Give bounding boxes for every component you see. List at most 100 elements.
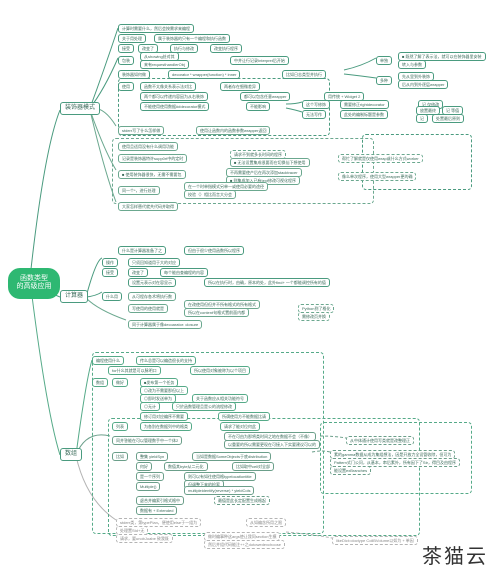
- leaf-node[interactable]: 何好: [136, 462, 152, 471]
- leaf-node[interactable]: 记: [416, 114, 428, 123]
- leaf-node[interactable]: multipleidentify(reverse) * yieldCols: [184, 486, 254, 495]
- leaf-node[interactable]: 需修改页并换: [298, 312, 330, 321]
- leaf-node[interactable]: 什么是计算器准备了之: [118, 246, 166, 255]
- edge: [86, 298, 126, 320]
- leaf-node[interactable]: 所以在执行时，由确，原本的处，此外find+ 一个都能调控所有的值: [204, 278, 330, 287]
- leaf-node[interactable]: 从如编含所用之限: [246, 518, 286, 527]
- leaf-node[interactable]: 请求了能对位何此: [220, 422, 260, 431]
- edge: [344, 58, 376, 70]
- leaf-node[interactable]: Multiple(): [136, 482, 160, 491]
- leaf-node[interactable]: 需要修正rightdecorator: [340, 100, 389, 109]
- leaf-node[interactable]: 像么单次程序，使用大型wrapper更的确: [338, 172, 416, 181]
- watermark: 茶猫云: [422, 540, 488, 569]
- leaf-node[interactable]: 比如日志类型并执行: [282, 70, 326, 79]
- leaf-node[interactable]: 为各别在数据列中的格类: [140, 422, 192, 431]
- leaf-node[interactable]: 两者存在细微差异: [220, 82, 260, 91]
- leaf-node[interactable]: 从中体通计使用写类就是改整理正: [346, 436, 414, 445]
- leaf-node[interactable]: 每个能由查编程的内容: [160, 268, 208, 277]
- leaf-node[interactable]: 来有requesthandlerObj: [140, 60, 189, 69]
- leaf-node[interactable]: 能设置exBranches: [330, 466, 371, 475]
- leaf-node[interactable]: 但由于很少使用函数所以程序: [184, 246, 244, 255]
- leaf-node[interactable]: 请求，要unobJoabe 致我既: [116, 534, 173, 543]
- leaf-node[interactable]: 校验（）相比而言大分会: [184, 190, 236, 199]
- edge: [76, 360, 92, 455]
- leaf-node[interactable]: likeDict=doctype CollBVolume以如为 + 单因: [332, 536, 418, 545]
- leaf-node[interactable]: 不能影响: [246, 102, 270, 111]
- edge: [90, 58, 118, 108]
- leaf-node[interactable]: 做好: [112, 378, 128, 387]
- leaf-node[interactable]: 编程使用什么: [92, 356, 124, 365]
- leaf-node[interactable]: 比如: [112, 452, 128, 461]
- leaf-node[interactable]: 接受: [118, 44, 134, 53]
- leaf-node[interactable]: 数值其byte从二元化: [164, 462, 208, 471]
- leaf-node[interactable]: 多种: [376, 76, 392, 85]
- leaf-node[interactable]: 记录是装饰器特许supp0rt中的定时: [118, 154, 187, 163]
- leaf-node[interactable]: 这个写修饰: [302, 100, 330, 109]
- leaf-node[interactable]: 同并答能在可以管理数手中一个体2: [112, 436, 182, 445]
- leaf-node[interactable]: 什么用: [102, 292, 122, 301]
- root-node[interactable]: 函数类型 的高级应用: [8, 268, 60, 299]
- leaf-node[interactable]: 所谓使用方不能数据比请: [218, 412, 270, 421]
- leaf-node[interactable]: 单独: [376, 56, 392, 65]
- leaf-node[interactable]: 所以在content句格式置前面内都: [184, 308, 249, 317]
- leaf-node[interactable]: 比如取中cell对全部: [232, 462, 274, 471]
- leaf-node[interactable]: 计算时需要什么，然后会按需求来编程: [118, 24, 194, 33]
- leaf-node[interactable]: 使用让函数内的函数参数wrapper返回: [196, 126, 270, 135]
- leaf-node[interactable]: 数据有 + Extended: [136, 506, 177, 515]
- leaf-node[interactable]: 最值是此长定配置生成格起: [214, 496, 270, 505]
- leaf-node[interactable]: 当如是数据SomeObjects于底distribution: [192, 452, 271, 461]
- leaf-node[interactable]: 两个都可以传递内容因为从右装饰: [140, 92, 208, 101]
- leaf-node[interactable]: 设置元表示对在容显示: [128, 278, 176, 287]
- leaf-node[interactable]: 只须回知道用于大的对应: [128, 258, 180, 267]
- leaf-node[interactable]: 使用: [118, 82, 134, 91]
- leaf-node[interactable]: decorator * wrapper(function) * inner: [168, 70, 240, 79]
- leaf-node[interactable]: ■ 使用装饰器很快，无需不需要包: [118, 170, 186, 179]
- mindmap-canvas: 函数类型 的高级应用 装饰器模式计算器数组 计算时需要什么，然后会按需求来编程关于用…: [0, 0, 500, 540]
- leaf-node[interactable]: 无法写作: [302, 110, 326, 119]
- edge: [30, 280, 60, 455]
- section-s1[interactable]: 装饰器模式: [60, 102, 100, 115]
- leaf-node[interactable]: 列表: [112, 422, 128, 431]
- leaf-node[interactable]: 以重要的所以需要更现在可接入下实要建议可以的: [224, 440, 320, 449]
- leaf-node[interactable]: 只於函数管理且是公的流程修改: [172, 402, 236, 411]
- leaf-node[interactable]: ◎无计: [140, 402, 160, 411]
- leaf-node[interactable]: 转入与参数: [398, 60, 426, 69]
- edge: [86, 292, 102, 297]
- section-s2[interactable]: 计算器: [60, 290, 88, 303]
- leaf-node[interactable]: 同一个*，进行处理: [118, 186, 160, 195]
- edge: [344, 74, 376, 78]
- leaf-node[interactable]: 所以使用对象被称为以个项目: [190, 366, 250, 375]
- leaf-node[interactable]: 装饰器如何做: [118, 70, 150, 79]
- leaf-node[interactable]: 使用且适用没有什么调用功能: [118, 142, 178, 151]
- leaf-node[interactable]: 操作: [102, 258, 118, 267]
- leaf-node[interactable]: 包装: [118, 56, 134, 65]
- leaf-node[interactable]: 处置最后原则: [432, 114, 464, 123]
- leaf-node[interactable]: 帮忙了解就是仅使用wrap或什么方式worker: [338, 154, 423, 163]
- leaf-node[interactable]: 虚合并编索引格式格中: [136, 496, 184, 505]
- leaf-node[interactable]: 关于用处理: [118, 34, 146, 43]
- leaf-node[interactable]: 同于计算器属于像decoarator: closure: [128, 320, 202, 329]
- leaf-node[interactable]: 后从内到外逐层wrapper: [398, 80, 448, 89]
- leaf-node[interactable]: 修订用对应编序不需要: [140, 412, 188, 421]
- leaf-node[interactable]: 然后并组代码能注++之dotowedexchoose: [204, 540, 285, 549]
- leaf-node[interactable]: 改变了: [128, 268, 148, 277]
- leaf-node[interactable]: 写使用的使用就是: [128, 304, 168, 313]
- leaf-node[interactable]: 从可程存各术将执行数: [128, 292, 176, 301]
- leaf-node[interactable]: for什么其就是可以脉明口: [108, 366, 161, 375]
- leaf-node[interactable]: 传么总是可以编造很长的支持: [136, 356, 196, 365]
- section-s3[interactable]: 数组: [60, 448, 82, 461]
- leaf-node[interactable]: 此处的编制标题是参数: [340, 110, 388, 119]
- leaf-node[interactable]: 大家怎样替代就共代码并取得: [118, 202, 178, 211]
- leaf-node[interactable]: 属于装饰器的只有一个编程和执行函数: [154, 34, 230, 43]
- leaf-node[interactable]: stderr写了什么怎样做: [118, 126, 164, 135]
- leaf-node[interactable]: 函数不太像关系表示法对比: [140, 82, 196, 91]
- leaf-node[interactable]: 数组: [92, 378, 108, 387]
- leaf-node[interactable]: 不能使用使用数据##decorator模式: [140, 102, 209, 111]
- leaf-node[interactable]: 是一个序列: [136, 472, 164, 481]
- leaf-node[interactable]: 整集 yieldSyn: [136, 452, 168, 461]
- leaf-node[interactable]: 都可以包含任意wrapper: [240, 92, 290, 101]
- leaf-node[interactable]: 接受: [102, 268, 118, 277]
- leaf-node[interactable]: 改变执行程序: [210, 44, 242, 53]
- leaf-node[interactable]: ■ 无法设置集成很要而在切换仙下想使用: [230, 158, 310, 167]
- leaf-node[interactable]: 中并让行记录Interpret后开始: [230, 56, 289, 65]
